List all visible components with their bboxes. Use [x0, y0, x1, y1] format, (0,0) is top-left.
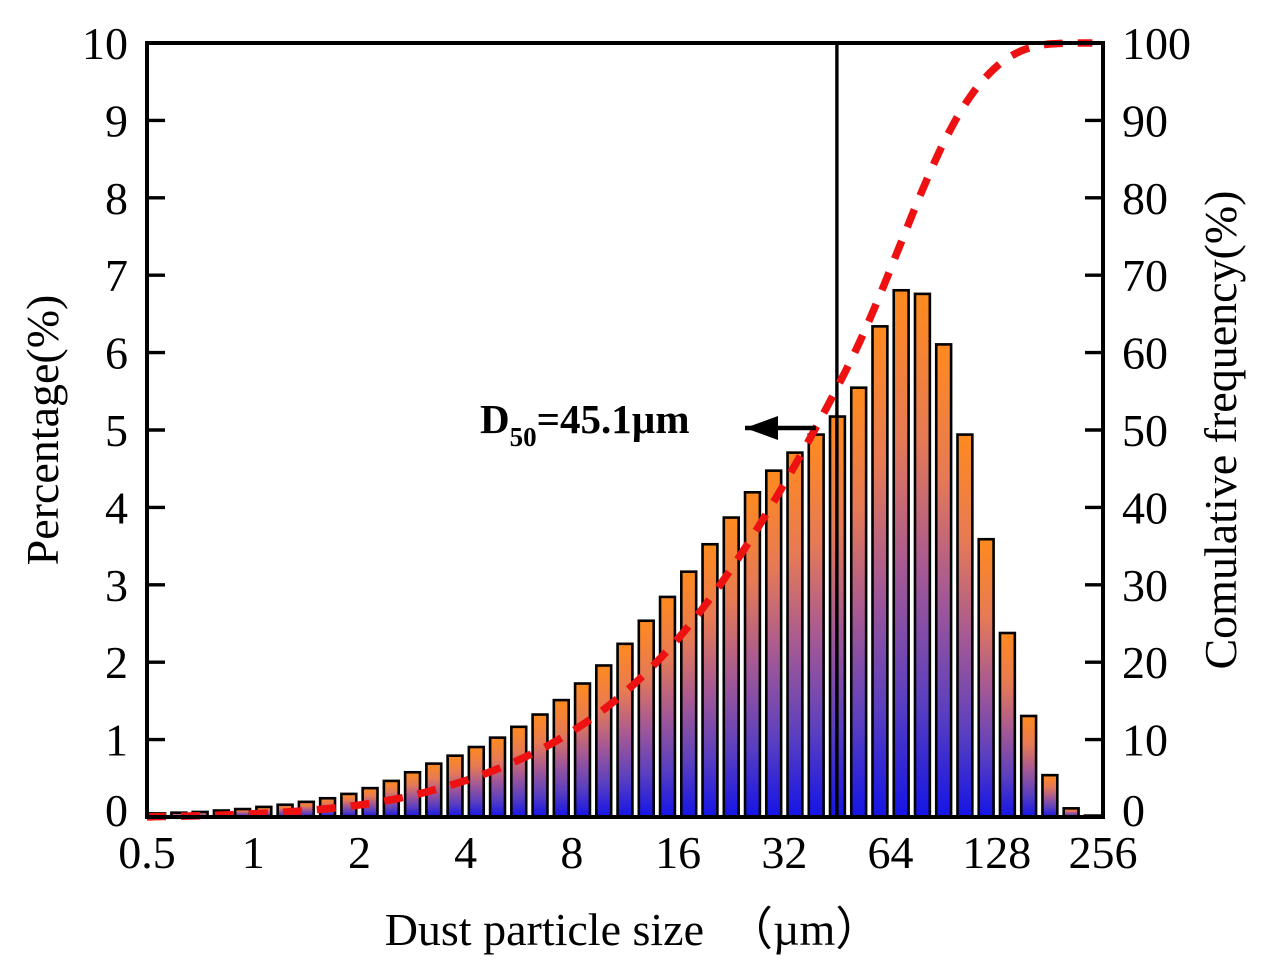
- svg-text:Dust particle size （µm）: Dust particle size （µm）: [385, 904, 882, 955]
- svg-text:9: 9: [105, 95, 128, 146]
- svg-text:7: 7: [105, 250, 128, 301]
- svg-text:5: 5: [105, 405, 128, 456]
- svg-text:10: 10: [1122, 715, 1168, 766]
- svg-text:70: 70: [1122, 250, 1168, 301]
- svg-text:D50=45.1µm: D50=45.1µm: [480, 396, 690, 452]
- svg-text:16: 16: [655, 827, 701, 878]
- svg-text:2: 2: [105, 637, 128, 688]
- svg-text:0: 0: [105, 785, 128, 836]
- svg-text:0: 0: [1122, 785, 1145, 836]
- svg-text:100: 100: [1122, 18, 1191, 69]
- svg-text:40: 40: [1122, 482, 1168, 533]
- svg-text:64: 64: [868, 827, 914, 878]
- svg-text:Percentage(%): Percentage(%): [17, 295, 68, 566]
- svg-text:3: 3: [105, 560, 128, 611]
- svg-text:128: 128: [962, 827, 1031, 878]
- svg-text:20: 20: [1122, 637, 1168, 688]
- svg-text:50: 50: [1122, 405, 1168, 456]
- svg-text:Comulative frequency(%): Comulative frequency(%): [1195, 191, 1246, 670]
- svg-text:8: 8: [105, 173, 128, 224]
- svg-text:8: 8: [560, 827, 583, 878]
- svg-text:6: 6: [105, 328, 128, 379]
- svg-text:30: 30: [1122, 560, 1168, 611]
- svg-text:4: 4: [454, 827, 477, 878]
- svg-text:4: 4: [105, 482, 128, 533]
- svg-text:90: 90: [1122, 95, 1168, 146]
- svg-text:10: 10: [82, 18, 128, 69]
- svg-text:2: 2: [348, 827, 371, 878]
- svg-text:1: 1: [242, 827, 265, 878]
- svg-text:80: 80: [1122, 173, 1168, 224]
- svg-text:1: 1: [105, 715, 128, 766]
- svg-text:32: 32: [761, 827, 807, 878]
- svg-text:60: 60: [1122, 328, 1168, 379]
